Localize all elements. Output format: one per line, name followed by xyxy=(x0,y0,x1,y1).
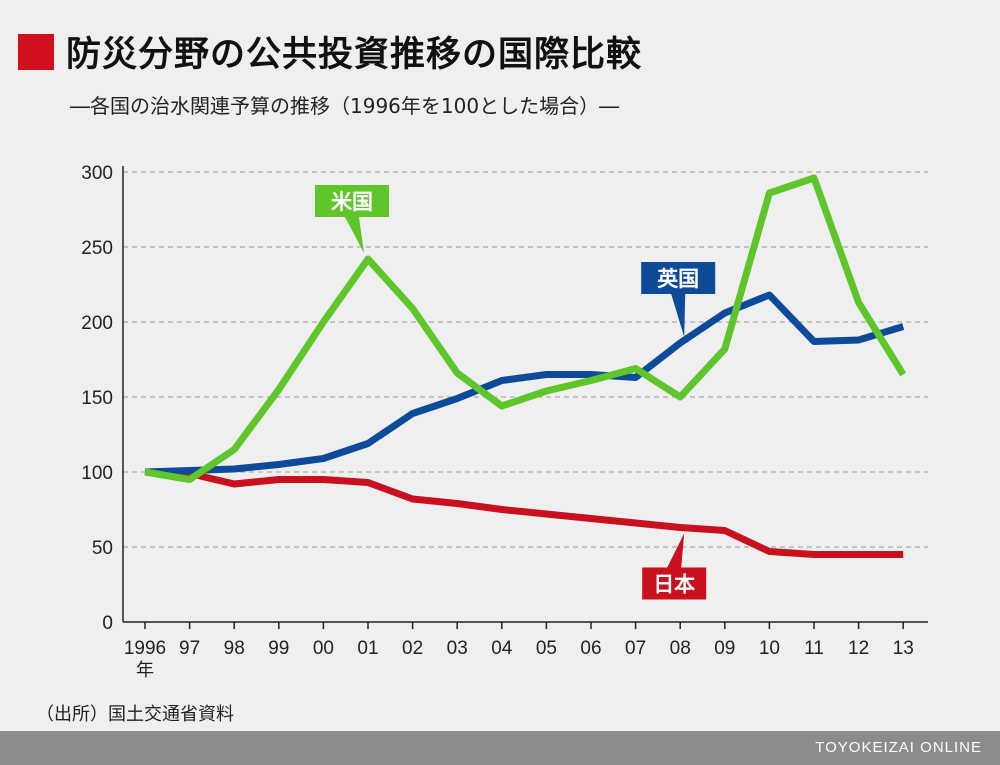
callout-box xyxy=(641,262,716,294)
title-marker xyxy=(18,33,54,70)
chart-subtitle: ―各国の治水関連予算の推移（1996年を100とした場合）― xyxy=(70,94,620,118)
y-tick-label: 100 xyxy=(81,463,113,484)
y-tick-label: 300 xyxy=(81,163,113,184)
axes: 0 50 100 150 200 250 300 1996 97 98 99 00 01 02 03 04 05… xyxy=(81,163,928,681)
x-tick-label: 10 xyxy=(759,638,780,659)
x-tick-label: 05 xyxy=(536,638,557,659)
callout-text: 日本 xyxy=(653,573,695,597)
x-tick-label: 11 xyxy=(804,638,824,659)
title-row: 防災分野の公共投資推移の国際比較 xyxy=(18,26,642,77)
x-unit-label: 年 xyxy=(136,660,154,681)
x-tick-label: 06 xyxy=(580,638,601,659)
line-chart: 0 50 100 150 200 250 300 1996 97 98 99 00 01 02 03 04 05… xyxy=(81,163,928,681)
callout-pointer xyxy=(345,217,364,253)
y-tick-label: 50 xyxy=(92,538,113,559)
callout-text: 英国 xyxy=(657,267,699,291)
x-tick-label: 99 xyxy=(268,638,289,659)
callout-box xyxy=(642,567,707,600)
callout-text: 米国 xyxy=(331,190,373,214)
series-label: 米国 xyxy=(315,185,389,253)
footer-bar: TOYOKEIZAI ONLINE xyxy=(0,731,1000,765)
x-tick-label: 07 xyxy=(625,638,646,659)
x-tick-label: 01 xyxy=(357,638,378,659)
series-label: 日本 xyxy=(642,533,707,600)
series-line xyxy=(144,291,905,476)
footer-brand: TOYOKEIZAI ONLINE xyxy=(815,739,982,756)
x-tick-label: 08 xyxy=(670,638,691,659)
x-tick-label: 12 xyxy=(848,638,869,659)
x-tick-label: 13 xyxy=(893,638,914,659)
y-tick-label: 250 xyxy=(81,238,113,259)
series-line xyxy=(144,468,904,558)
series-line xyxy=(144,174,907,483)
y-tick-label: 150 xyxy=(81,388,113,409)
y-tick-label: 0 xyxy=(102,613,113,634)
callout-pointer xyxy=(671,294,686,337)
x-tick-label: 98 xyxy=(224,638,245,659)
chart-title: 防災分野の公共投資推移の国際比較 xyxy=(66,35,643,75)
x-tick-label: 09 xyxy=(714,638,735,659)
x-tick-label: 03 xyxy=(447,638,468,659)
x-tick-label: 00 xyxy=(313,638,334,659)
x-tick-label: 1996 xyxy=(124,638,166,659)
x-tick-label: 97 xyxy=(179,638,200,659)
x-tick-label: 04 xyxy=(491,638,513,659)
grid-lines xyxy=(123,171,928,548)
series-label: 英国 xyxy=(641,262,716,337)
y-tick-label: 200 xyxy=(81,313,113,334)
callout-box xyxy=(315,185,389,217)
callout-pointer xyxy=(667,533,685,568)
series-lines xyxy=(144,174,907,558)
x-tick-label: 02 xyxy=(402,638,423,659)
source-note: （出所）国土交通省資料 xyxy=(36,704,234,725)
